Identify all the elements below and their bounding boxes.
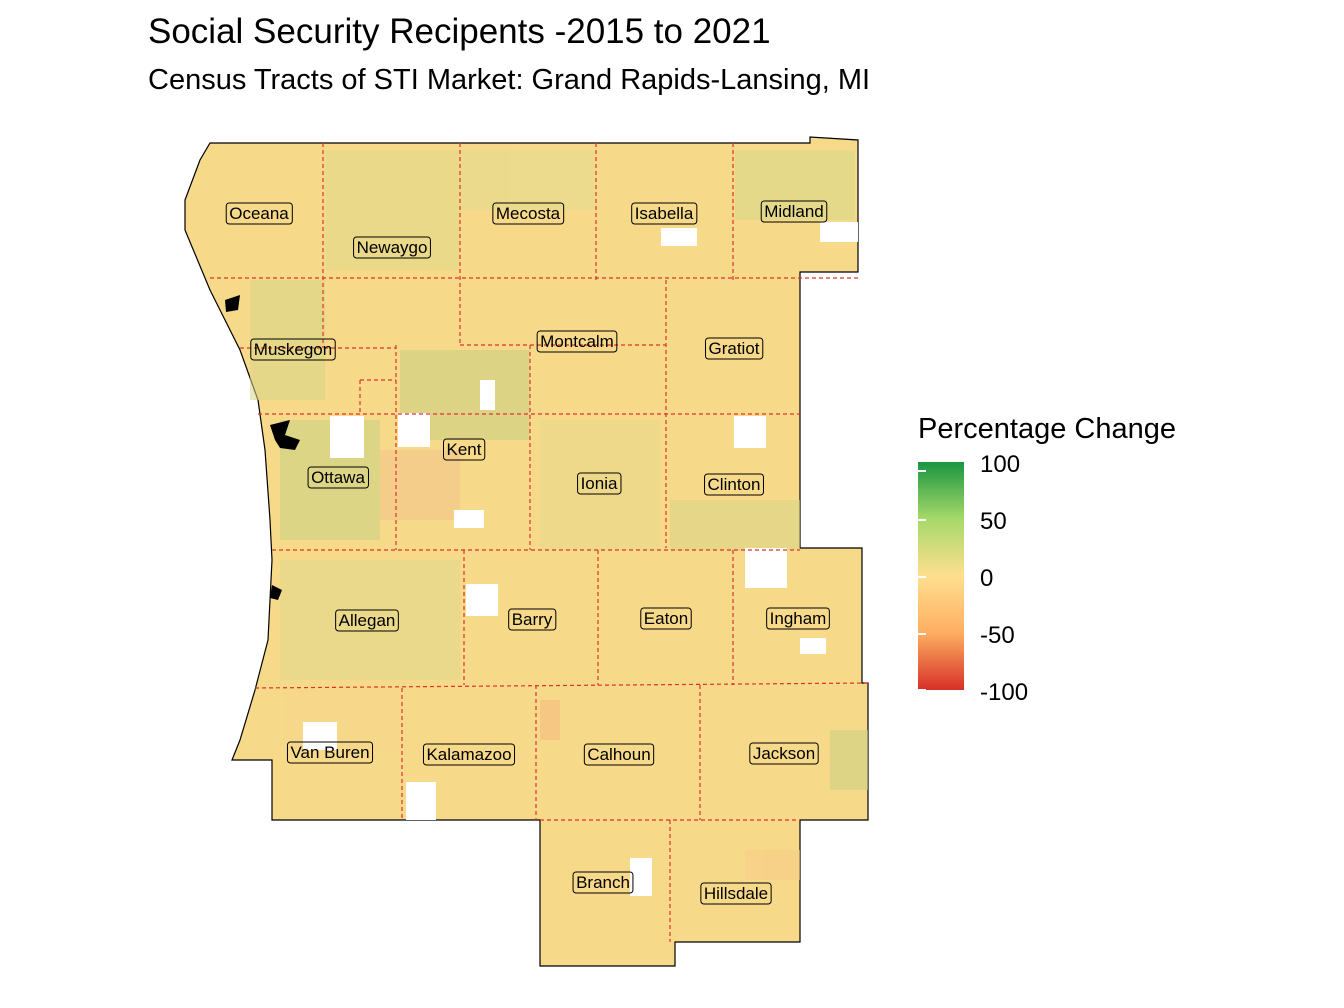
county-label-box — [225, 202, 293, 225]
county-label-text: Van Buren — [290, 743, 369, 762]
county-label-van-buren: Van Buren — [286, 741, 374, 764]
county-label-box — [286, 741, 374, 764]
county-label-jackson: Jackson — [749, 742, 819, 765]
county-label-text: Midland — [764, 202, 824, 221]
county-label-kalamazoo: Kalamazoo — [422, 743, 516, 766]
county-label-calhoun: Calhoun — [583, 743, 655, 766]
county-label-box — [572, 871, 634, 894]
county-label-hillsdale: Hillsdale — [700, 882, 772, 905]
county-label-text: Oceana — [229, 204, 289, 223]
county-label-box — [577, 472, 622, 495]
county-label-kent: Kent — [443, 438, 486, 461]
county-label-midland: Midland — [760, 200, 828, 223]
county-label-text: Allegan — [339, 611, 396, 630]
legend-tick-50: 50 — [980, 508, 1007, 535]
legend-tick-100: 100 — [980, 451, 1021, 478]
legend-title: Percentage Change — [918, 413, 1176, 445]
county-label-barry: Barry — [508, 608, 557, 631]
tract-shading — [250, 150, 868, 880]
legend-tickmark-neg50 — [918, 633, 926, 635]
county-label-ottawa: Ottawa — [307, 466, 369, 489]
county-label-box — [443, 438, 486, 461]
county-label-text: Newaygo — [357, 238, 428, 257]
county-label-muskegon: Muskegon — [250, 338, 336, 361]
county-label-text: Calhoun — [587, 745, 650, 764]
county-label-ionia: Ionia — [577, 472, 622, 495]
county-label-text: Ionia — [581, 474, 618, 493]
county-label-box — [704, 337, 764, 360]
county-label-text: Montcalm — [540, 332, 614, 351]
county-label-box — [640, 607, 692, 630]
county-label-box — [536, 330, 618, 353]
county-label-text: Ingham — [770, 609, 827, 628]
county-label-text: Barry — [512, 610, 553, 629]
county-label-montcalm: Montcalm — [536, 330, 618, 353]
county-boundaries — [210, 143, 869, 942]
county-label-box — [700, 882, 772, 905]
county-label-box — [335, 609, 399, 632]
county-label-box — [760, 200, 828, 223]
chart-subtitle: Census Tracts of STI Market: Grand Rapid… — [148, 64, 871, 96]
legend-tickmark-50 — [918, 519, 926, 521]
county-label-gratiot: Gratiot — [704, 337, 764, 360]
legend-tickmark-0 — [918, 576, 926, 578]
county-label-text: Gratiot — [708, 339, 759, 358]
county-label-text: Muskegon — [254, 340, 332, 359]
county-label-text: Kent — [447, 440, 482, 459]
county-label-box — [766, 607, 830, 630]
legend-tickmark-neg100 — [918, 689, 926, 691]
county-label-eaton: Eaton — [640, 607, 692, 630]
county-label-box — [508, 608, 557, 631]
legend-tick-neg100: -100 — [980, 679, 1029, 706]
county-label-text: Branch — [576, 873, 630, 892]
county-labels: Oceana Newaygo Mecosta Isabella Midland Muske… — [225, 200, 830, 905]
chart-title: Social Security Recipents -2015 to 2021 — [148, 12, 771, 51]
county-label-mecosta: Mecosta — [492, 202, 565, 225]
county-label-box — [631, 202, 698, 225]
county-label-text: Jackson — [753, 744, 815, 763]
shoreline-details — [225, 295, 300, 600]
county-label-isabella: Isabella — [631, 202, 698, 225]
county-label-box — [583, 743, 655, 766]
county-label-box — [749, 742, 819, 765]
county-label-text: Hillsdale — [704, 884, 768, 903]
county-label-branch: Branch — [572, 871, 634, 894]
county-label-box — [250, 338, 336, 361]
county-label-box — [422, 743, 516, 766]
county-label-allegan: Allegan — [335, 609, 399, 632]
county-label-text: Clinton — [708, 475, 761, 494]
county-label-text: Ottawa — [311, 468, 365, 487]
county-label-clinton: Clinton — [704, 473, 764, 496]
county-label-text: Mecosta — [496, 204, 561, 223]
county-label-text: Kalamazoo — [426, 745, 511, 764]
no-data-areas — [303, 222, 858, 896]
legend-tick-neg50: -50 — [980, 622, 1015, 649]
legend-tick-0: 0 — [980, 565, 994, 592]
county-label-box — [704, 473, 764, 496]
legend-tickmark-100 — [918, 470, 926, 472]
county-label-ingham: Ingham — [766, 607, 830, 630]
county-label-newaygo: Newaygo — [353, 236, 431, 259]
county-label-oceana: Oceana — [225, 202, 293, 225]
county-label-box — [353, 236, 431, 259]
county-label-box — [492, 202, 565, 225]
county-label-text: Eaton — [644, 609, 688, 628]
county-label-text: Isabella — [635, 204, 694, 223]
county-label-box — [307, 466, 369, 489]
